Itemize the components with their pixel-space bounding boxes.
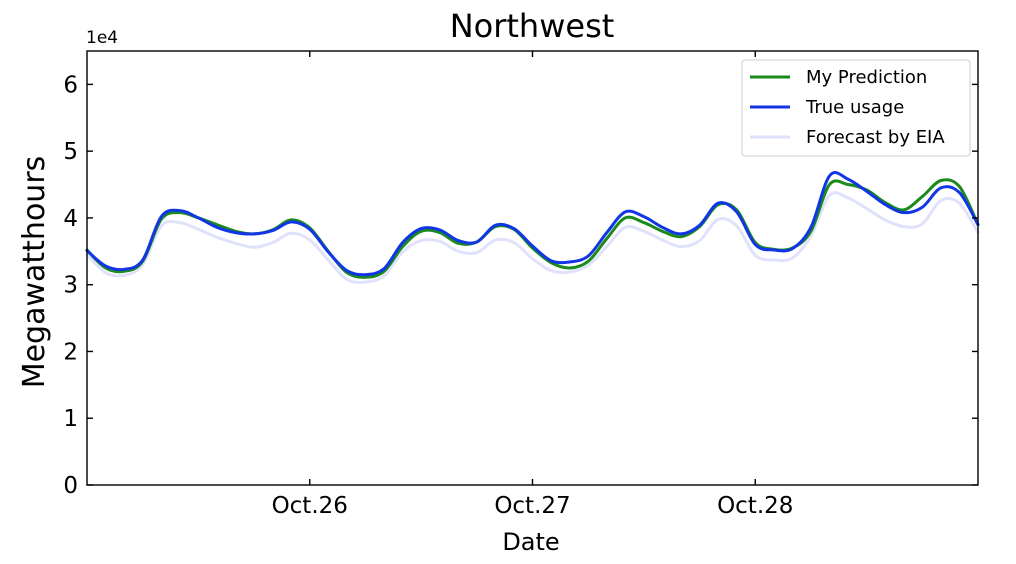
y-tick-label: 2 [63, 339, 78, 365]
x-tick-label: Oct.27 [494, 493, 570, 519]
y-tick-label: 4 [63, 206, 78, 232]
x-axis-label: Date [502, 528, 559, 556]
y-axis-label: Megawatthours [17, 156, 52, 389]
legend: My Prediction True usage Forecast by EIA [741, 59, 971, 157]
y-tick-label: 0 [63, 473, 78, 499]
legend-label-forecast-by-eia: Forecast by EIA [806, 127, 945, 148]
y-axis-multiplier: 1e4 [86, 28, 118, 48]
plot-frame [86, 50, 979, 486]
legend-label-true-usage: True usage [805, 97, 904, 118]
series-line-true-usage [85, 171, 980, 277]
y-tick-label: 1 [63, 406, 78, 432]
x-tick-label: Oct.28 [717, 493, 793, 519]
y-tick-label: 6 [63, 72, 78, 98]
y-tick-label: 3 [63, 273, 78, 299]
legend-box [741, 59, 971, 157]
series-line-forecast-by-eia [85, 191, 980, 284]
tick-layer: 0 1 2 3 4 5 6 Oct.26 Oct.27 Oct.28 [63, 51, 978, 519]
legend-label-my-prediction: My Prediction [806, 67, 927, 88]
y-tick-label: 5 [63, 139, 78, 165]
x-tick-label: Oct.26 [272, 493, 348, 519]
chart-title: Northwest [450, 7, 615, 45]
series-layer [85, 171, 980, 284]
